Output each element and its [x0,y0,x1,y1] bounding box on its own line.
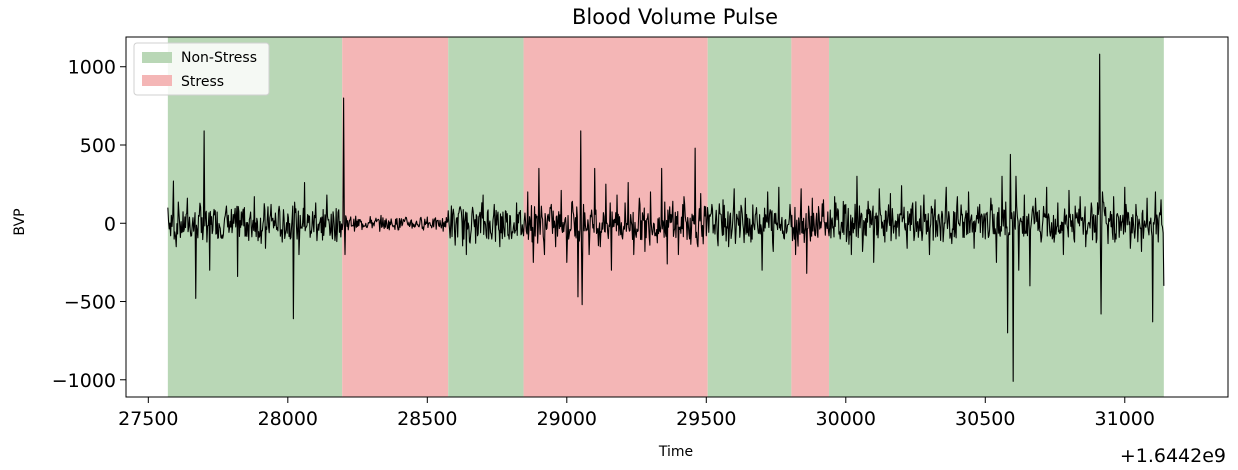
region-non-stress-2 [448,37,524,397]
x-tick-label-29500: 29500 [676,408,736,430]
bvp-signal-series [167,53,1165,382]
y-axis-label: BVP [12,208,28,235]
legend-swatch-non-stress [142,52,172,63]
chart-title: Blood Volume Pulse [572,5,778,29]
region-stress-1 [342,37,449,397]
legend: Non-Stress Stress [133,42,270,96]
x-tick-label-31000: 31000 [1095,408,1155,430]
x-tick-label-30500: 30500 [955,408,1015,430]
y-tick-label-1000: 1000 [68,57,116,79]
x-axis-ticks: 27500 28000 28500 29000 29500 30000 30500 31000 [118,397,1155,430]
legend-label-non-stress: Non-Stress [181,50,257,66]
legend-label-stress: Stress [181,74,224,90]
x-tick-label-27500: 27500 [118,408,178,430]
y-axis-ticks: 1000 500 0 −500 −1000 [52,57,126,392]
x-tick-label-28000: 28000 [258,408,318,430]
y-tick-label-0: 0 [104,213,116,235]
x-axis-label: Time [658,444,693,460]
x-tick-label-29000: 29000 [537,408,597,430]
y-tick-label-500: 500 [80,135,116,157]
plot-frame [125,36,1229,398]
x-axis-offset-label: +1.6442e9 [1120,445,1226,467]
bvp-line [167,53,1165,382]
y-tick-label--1000: −1000 [52,370,116,392]
region-stress-5 [791,37,830,397]
y-tick-label--500: −500 [64,292,116,314]
x-tick-label-30000: 30000 [816,408,876,430]
x-tick-label-28500: 28500 [397,408,457,430]
legend-swatch-stress [142,75,172,86]
